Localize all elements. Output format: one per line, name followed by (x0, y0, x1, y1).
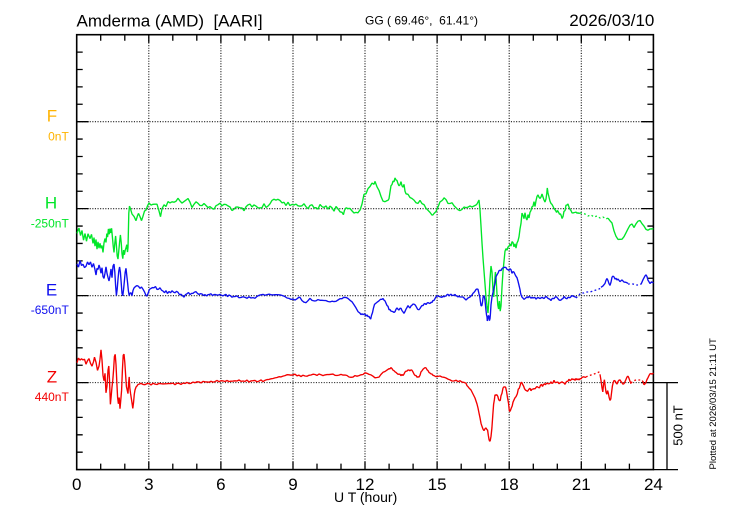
svg-text:18: 18 (500, 475, 519, 494)
svg-text:-650nT: -650nT (31, 303, 70, 317)
svg-text:Amderma (AMD) [AARI]: Amderma (AMD) [AARI] (77, 12, 263, 31)
svg-text:500 nT: 500 nT (671, 405, 686, 446)
svg-text:6: 6 (216, 475, 225, 494)
svg-text:-250nT: -250nT (31, 216, 70, 230)
svg-text:Plotted at 2026/03/15 21:11 UT: Plotted at 2026/03/15 21:11 UT (708, 338, 719, 470)
svg-text:24: 24 (644, 475, 663, 494)
svg-text:21: 21 (572, 475, 591, 494)
svg-text:H: H (45, 194, 57, 213)
svg-text:15: 15 (428, 475, 447, 494)
svg-text:GG ( 69.46°, 61.41°): GG ( 69.46°, 61.41°) (365, 13, 478, 27)
svg-text:Z: Z (47, 368, 57, 387)
svg-text:E: E (46, 281, 57, 300)
svg-text:2026/03/10: 2026/03/10 (569, 11, 654, 30)
svg-text:U T (hour): U T (hour) (334, 489, 397, 505)
svg-text:0: 0 (72, 475, 81, 494)
svg-text:440nT: 440nT (35, 390, 70, 404)
svg-text:0nT: 0nT (48, 129, 69, 143)
svg-text:9: 9 (288, 475, 297, 494)
svg-text:12: 12 (356, 475, 375, 494)
svg-text:3: 3 (144, 475, 153, 494)
svg-text:F: F (47, 107, 57, 126)
